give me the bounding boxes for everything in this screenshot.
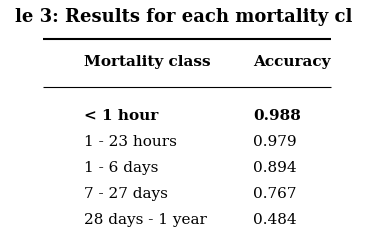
Text: 0.988: 0.988 [253,109,301,123]
Text: 28 days - 1 year: 28 days - 1 year [84,212,207,226]
Text: Accuracy: Accuracy [253,55,330,69]
Text: 0.894: 0.894 [253,160,297,174]
Text: 0.979: 0.979 [253,135,297,148]
Text: 1 - 23 hours: 1 - 23 hours [84,135,177,148]
Text: < 1 hour: < 1 hour [84,109,158,123]
Text: 1 - 6 days: 1 - 6 days [84,160,158,174]
Text: 0.767: 0.767 [253,186,296,200]
Text: 0.484: 0.484 [253,212,297,226]
Text: Mortality class: Mortality class [84,55,210,69]
Text: 7 - 27 days: 7 - 27 days [84,186,168,200]
Text: le 3: Results for each mortality cl: le 3: Results for each mortality cl [15,8,353,26]
